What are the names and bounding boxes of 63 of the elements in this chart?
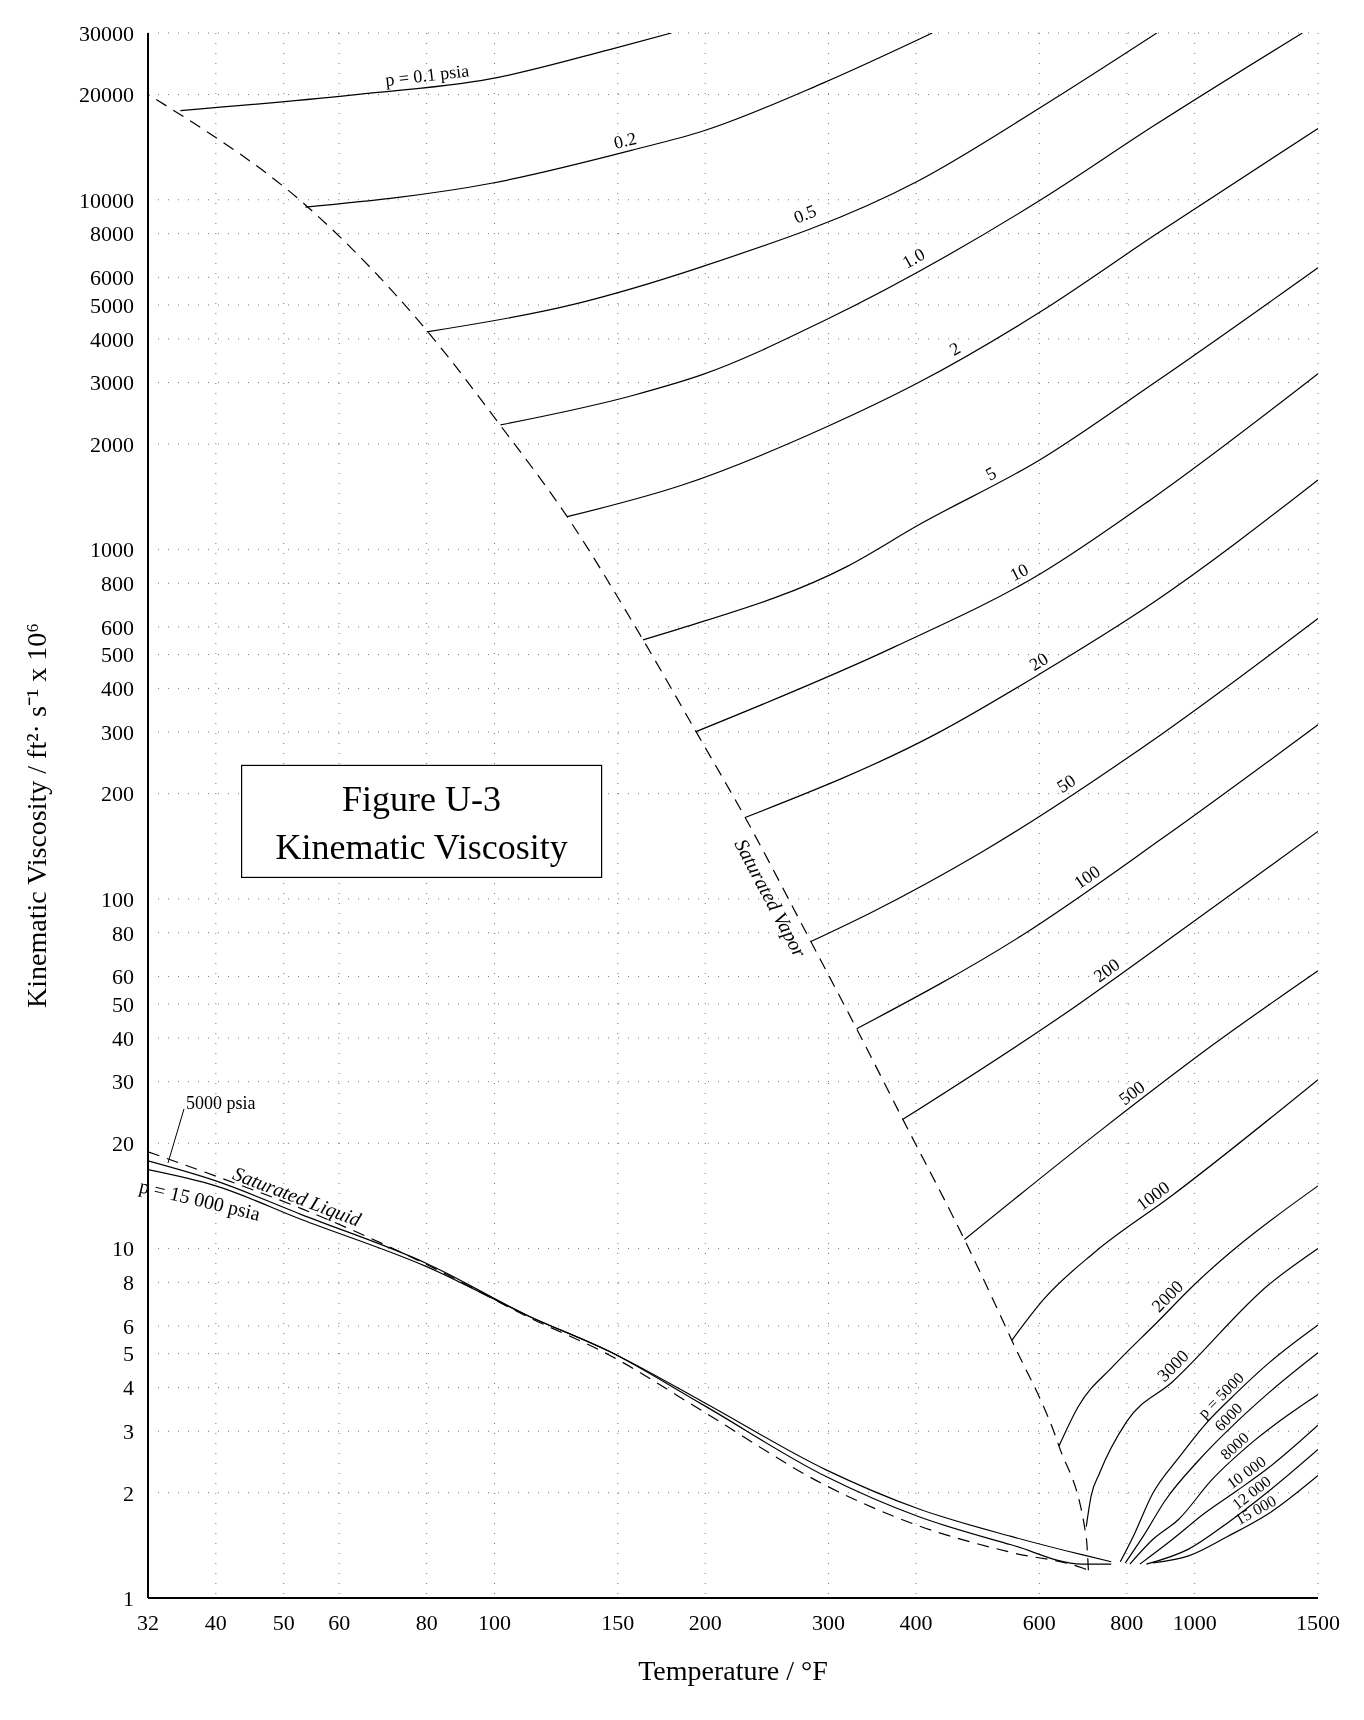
x-axis-title: Temperature / °F <box>638 1655 828 1686</box>
x-tick-label: 800 <box>1110 1609 1144 1635</box>
y-tick-label: 1000 <box>90 537 134 563</box>
text: 1000 <box>1132 1177 1174 1215</box>
text: 0.2 <box>611 128 639 153</box>
y-tick-label: 20 <box>112 1131 134 1157</box>
y-tick-label: 20000 <box>79 82 134 108</box>
y-tick-label: 200 <box>101 781 134 807</box>
y-tick-label: 600 <box>101 614 134 640</box>
text: 0.5 <box>790 200 820 228</box>
text: p = 0.1 psia <box>384 60 471 90</box>
y-tick-label: 6 <box>123 1313 134 1339</box>
y-tick-label: 3000 <box>90 370 134 396</box>
y-tick-label: 1 <box>123 1585 134 1611</box>
x-tick-label: 600 <box>1022 1609 1056 1635</box>
x-tick-label: 100 <box>478 1609 511 1635</box>
y-tick-label: 400 <box>101 676 134 702</box>
y-tick-label: 80 <box>112 920 134 946</box>
text: 5 <box>982 462 1000 485</box>
y-tick-label: 10000 <box>79 187 134 213</box>
y-tick-label: 50 <box>112 991 134 1017</box>
text: 5000 psia <box>186 1092 256 1113</box>
text: 50 <box>1053 770 1080 797</box>
x-tick-label: 80 <box>415 1609 438 1635</box>
x-tick-label: 400 <box>899 1609 933 1635</box>
text: 10 <box>1006 559 1032 586</box>
x-tick-label: 150 <box>601 1609 635 1635</box>
x-tick-label: 60 <box>328 1609 351 1635</box>
y-tick-label: 500 <box>101 642 134 668</box>
y-tick-label: 5000 <box>90 292 134 318</box>
y-tick-label: 60 <box>112 964 134 990</box>
y-tick-label: 30000 <box>79 20 134 46</box>
y-tick-label: 6000 <box>90 265 134 291</box>
y-tick-label: 8000 <box>90 221 134 247</box>
y-tick-label: 30 <box>112 1069 134 1095</box>
text: Kinematic Viscosity <box>275 827 568 868</box>
x-tick-label: 40 <box>204 1609 227 1635</box>
text: 20 <box>1025 648 1052 675</box>
text: 2 <box>945 337 964 360</box>
y-tick-label: 8 <box>123 1270 134 1296</box>
y-tick-label: 2 <box>123 1480 134 1506</box>
y-tick-label: 4 <box>123 1375 134 1401</box>
y-tick-label: 2000 <box>90 431 134 457</box>
y-tick-label: 40 <box>112 1025 134 1051</box>
x-tick-label: 1000 <box>1172 1609 1217 1635</box>
y-tick-label: 300 <box>101 719 134 745</box>
x-tick-label: 200 <box>688 1609 722 1635</box>
y-axis-title: Kinematic Viscosity / ft²· s⁻¹ x 10⁶ <box>21 623 52 1008</box>
text: 200 <box>1089 954 1124 987</box>
text: 1.0 <box>898 243 929 273</box>
x-tick-label: 32 <box>137 1609 159 1635</box>
y-tick-label: 10 <box>112 1236 134 1262</box>
text: 500 <box>1115 1076 1149 1109</box>
y-tick-label: 5 <box>123 1341 134 1367</box>
text: 100 <box>1070 861 1104 893</box>
y-tick-label: 800 <box>101 571 134 597</box>
y-tick-label: 100 <box>101 886 134 912</box>
x-tick-label: 50 <box>272 1609 295 1635</box>
text: Figure U-3 <box>342 779 502 820</box>
y-tick-label: 4000 <box>90 326 134 352</box>
x-tick-label: 300 <box>812 1609 846 1635</box>
x-tick-label: 1500 <box>1296 1609 1340 1635</box>
y-tick-label: 3 <box>123 1419 134 1445</box>
